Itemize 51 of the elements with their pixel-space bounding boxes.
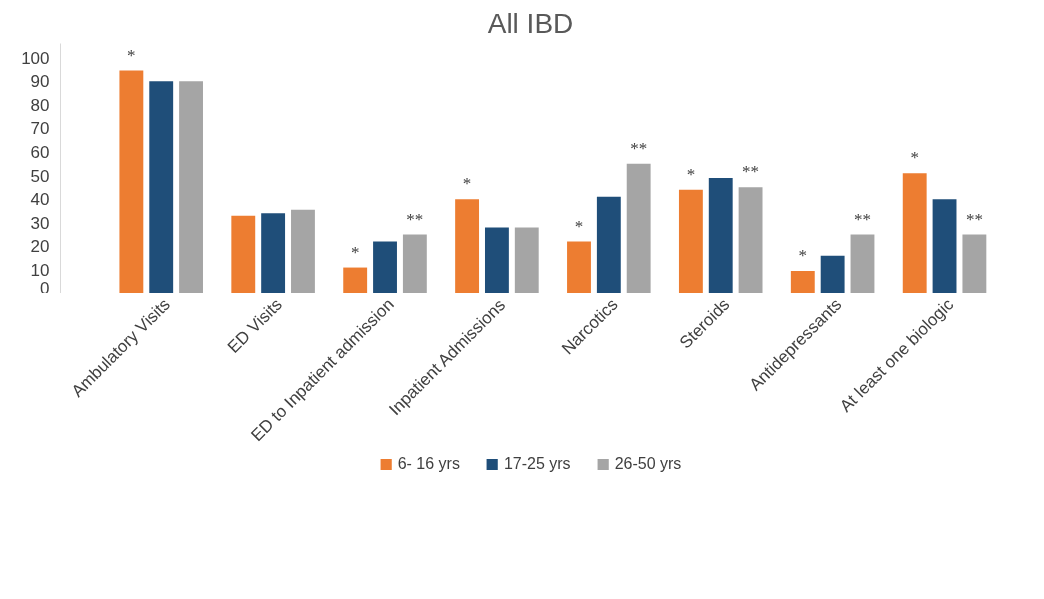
data-label: * (910, 148, 919, 168)
y-tick-label: 40 (30, 190, 50, 210)
legend-label: 6- 16 yrs (397, 455, 460, 473)
y-tick-label: 0 (40, 278, 50, 298)
data-label: * (127, 45, 136, 65)
legend-label: 17-25 yrs (503, 455, 571, 473)
bar (514, 227, 539, 293)
y-tick-label: 20 (30, 237, 50, 257)
bar (119, 70, 144, 293)
bar (149, 81, 174, 293)
bar (962, 234, 987, 293)
bar (820, 255, 845, 293)
bar (678, 189, 703, 293)
bar (373, 241, 397, 293)
y-tick-label: 30 (30, 213, 50, 233)
bar (790, 271, 815, 293)
bar (343, 267, 368, 293)
bar (932, 199, 957, 293)
bar (484, 227, 509, 293)
data-label: * (574, 216, 584, 236)
data-label: * (462, 174, 472, 194)
bar (902, 173, 927, 293)
bar (455, 199, 480, 293)
y-tick-label: 100 (21, 48, 50, 68)
data-label: * (350, 242, 360, 262)
bar (402, 234, 427, 293)
bar (179, 81, 203, 293)
y-tick-label: 70 (30, 119, 50, 139)
data-label: * (798, 246, 808, 266)
bar (626, 163, 651, 293)
data-label: ** (965, 209, 983, 229)
bar (850, 234, 875, 293)
y-tick-label: 10 (30, 260, 50, 280)
bar (231, 215, 256, 293)
legend-label: 26-50 yrs (614, 455, 682, 473)
bar (596, 196, 621, 293)
bar (567, 241, 591, 293)
data-label: * (686, 164, 696, 184)
data-label: ** (742, 162, 760, 182)
y-tick-label: 80 (30, 95, 50, 115)
y-tick-label: 50 (30, 166, 50, 186)
data-label: ** (853, 209, 871, 229)
y-tick-label: 60 (30, 142, 50, 162)
y-tick-label: 90 (30, 72, 50, 92)
chart-title: All IBD (487, 7, 574, 39)
data-label: ** (630, 138, 648, 158)
bar (261, 213, 286, 293)
bar (738, 187, 763, 293)
bar (708, 177, 733, 293)
bar (291, 209, 315, 293)
data-label: ** (406, 209, 424, 229)
